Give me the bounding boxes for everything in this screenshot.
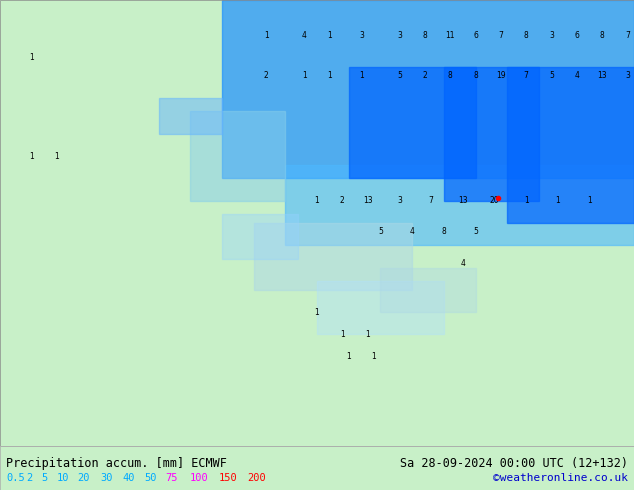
Text: 2: 2: [264, 72, 269, 80]
Text: 1: 1: [302, 72, 307, 80]
Text: 1: 1: [327, 72, 332, 80]
Text: 40: 40: [122, 473, 135, 483]
Text: 1: 1: [346, 352, 351, 361]
Text: 50: 50: [145, 473, 157, 483]
Bar: [222, 214, 298, 259]
Bar: [190, 112, 285, 201]
Text: 3: 3: [549, 31, 554, 40]
Text: 150: 150: [219, 473, 238, 483]
Text: 2: 2: [340, 196, 345, 205]
Text: 1: 1: [587, 196, 592, 205]
Text: 13: 13: [458, 196, 468, 205]
Text: 1: 1: [29, 53, 34, 62]
Text: 3: 3: [397, 31, 402, 40]
Bar: [158, 98, 222, 134]
Text: 1: 1: [524, 196, 529, 205]
Text: 1: 1: [359, 72, 364, 80]
Text: 75: 75: [165, 473, 178, 483]
Text: 1: 1: [314, 196, 320, 205]
Text: 10: 10: [57, 473, 70, 483]
Text: 7: 7: [524, 72, 529, 80]
Text: 200: 200: [247, 473, 266, 483]
Text: 5: 5: [378, 227, 383, 236]
Text: 0.5: 0.5: [6, 473, 25, 483]
Text: Precipitation accum. [mm] ECMWF: Precipitation accum. [mm] ECMWF: [6, 457, 227, 470]
Text: 13: 13: [597, 72, 607, 80]
Text: 1: 1: [314, 308, 320, 317]
Text: 1: 1: [372, 352, 377, 361]
Text: 5: 5: [397, 72, 402, 80]
Text: 7: 7: [429, 196, 434, 205]
Bar: [380, 268, 476, 312]
Text: 30: 30: [100, 473, 113, 483]
Text: 1: 1: [327, 31, 332, 40]
Text: 4: 4: [302, 31, 307, 40]
Text: 20: 20: [489, 196, 500, 205]
Text: 1: 1: [555, 196, 560, 205]
Text: 8: 8: [473, 72, 478, 80]
Text: 5: 5: [41, 473, 48, 483]
Text: 3: 3: [397, 196, 402, 205]
Text: 6: 6: [574, 31, 579, 40]
Text: 13: 13: [363, 196, 373, 205]
Text: 4: 4: [410, 227, 415, 236]
Text: 1: 1: [29, 151, 34, 161]
Bar: [444, 67, 539, 201]
Text: 1: 1: [55, 151, 60, 161]
Text: 5: 5: [549, 72, 554, 80]
Bar: [254, 223, 412, 290]
Text: 3: 3: [359, 31, 364, 40]
Text: 6: 6: [473, 31, 478, 40]
Text: Sa 28-09-2024 00:00 UTC (12+132): Sa 28-09-2024 00:00 UTC (12+132): [399, 457, 628, 470]
Text: 7: 7: [625, 31, 630, 40]
Text: 19: 19: [496, 72, 506, 80]
Text: 100: 100: [190, 473, 209, 483]
Text: 4: 4: [460, 259, 465, 268]
Bar: [349, 67, 476, 178]
Text: 2: 2: [27, 473, 33, 483]
Text: 3: 3: [625, 72, 630, 80]
Bar: [507, 67, 634, 223]
Text: 8: 8: [524, 31, 529, 40]
Text: 2: 2: [422, 72, 427, 80]
Text: 8: 8: [448, 72, 453, 80]
Bar: [317, 281, 444, 334]
Text: 5: 5: [473, 227, 478, 236]
Text: 8: 8: [441, 227, 446, 236]
Bar: [222, 0, 634, 178]
Text: 8: 8: [422, 31, 427, 40]
Bar: [285, 165, 634, 245]
Text: 4: 4: [574, 72, 579, 80]
Text: 1: 1: [340, 330, 345, 339]
Text: ©weatheronline.co.uk: ©weatheronline.co.uk: [493, 473, 628, 483]
Text: 20: 20: [77, 473, 90, 483]
Text: 1: 1: [264, 31, 269, 40]
Text: 7: 7: [498, 31, 503, 40]
Text: 11: 11: [446, 31, 455, 40]
Text: 8: 8: [600, 31, 605, 40]
Text: 1: 1: [365, 330, 370, 339]
